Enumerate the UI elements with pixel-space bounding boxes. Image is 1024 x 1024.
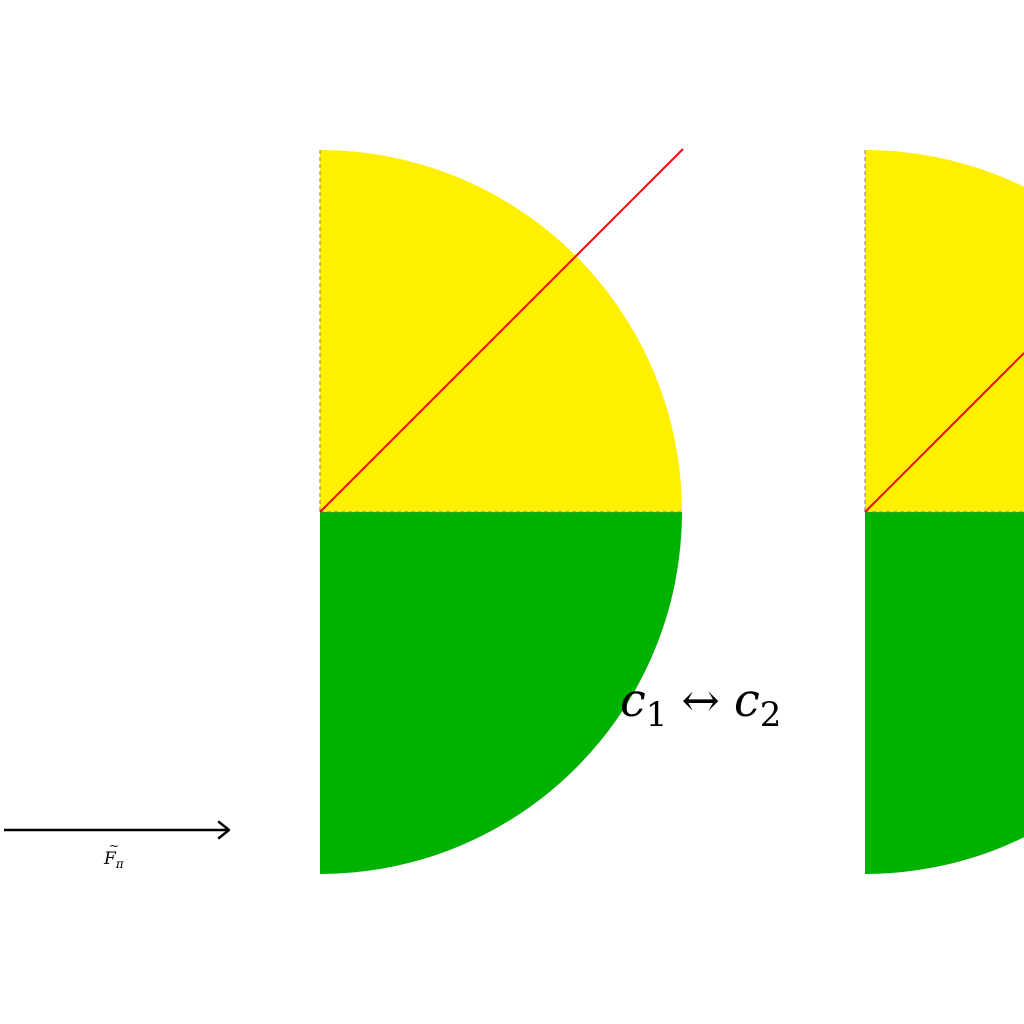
swap-right-symbol: c	[734, 673, 760, 727]
swap-right-index: 2	[760, 695, 782, 735]
left-half-disk	[319, 148, 684, 874]
swap-left-symbol: c	[620, 673, 646, 727]
swap-left-index: 1	[646, 695, 668, 735]
right-half-disk	[864, 150, 1024, 874]
left-diagonal-line	[319, 148, 684, 513]
arrow-label-subscript: π	[115, 857, 125, 871]
swap-label: c1 ↔ c2	[620, 673, 781, 735]
map-arrow	[4, 820, 231, 840]
right-upper-quadrant	[865, 150, 1024, 512]
right-diagonal-line	[864, 352, 1024, 513]
arrow-label: Fπ	[103, 849, 125, 871]
swap-relation: ↔	[681, 673, 720, 727]
left-lower-quadrant	[320, 512, 682, 874]
arrow-head	[217, 820, 231, 840]
arrow-label-accent: ~	[109, 839, 119, 853]
arrow-label-symbol: F	[103, 849, 117, 869]
right-lower-quadrant	[865, 512, 1024, 874]
